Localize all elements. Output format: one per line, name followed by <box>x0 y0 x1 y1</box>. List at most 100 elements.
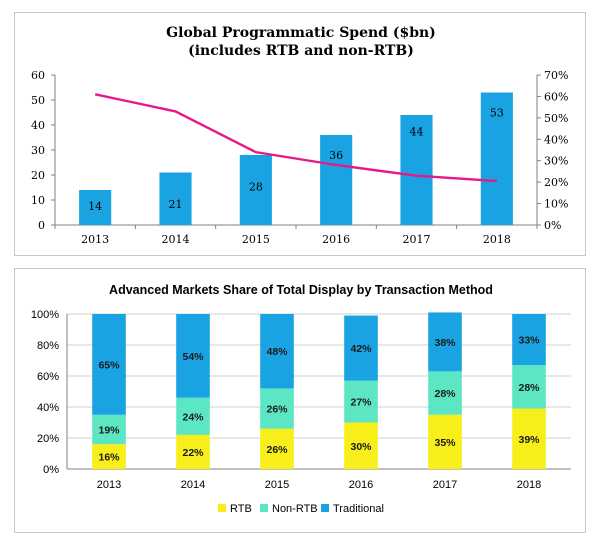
chart1-data-label: 53 <box>490 106 504 119</box>
chart2-data-label: 35% <box>434 437 456 449</box>
chart2-legend-label: Non-RTB <box>272 503 318 515</box>
chart1-bars <box>79 92 513 225</box>
chart2-data-label: 28% <box>518 382 540 394</box>
transaction-method-share-chart: Advanced Markets Share of Total Display … <box>14 268 586 533</box>
chart2-bar-segment <box>176 397 210 435</box>
chart1-right-tick-label: 50% <box>544 112 568 125</box>
chart2-bar-segment <box>344 422 378 469</box>
chart2-data-label: 22% <box>182 447 204 459</box>
chart1-left-tick-label: 10 <box>31 194 45 207</box>
chart2-bar-segment <box>176 434 210 469</box>
chart1-right-tick-label: 40% <box>544 133 568 146</box>
chart2-y-tick-label: 40% <box>37 402 59 414</box>
chart2-data-label: 24% <box>182 411 204 423</box>
chart2-x-tick-label: 2015 <box>265 479 289 491</box>
chart1-left-tick-label: 40 <box>31 119 45 132</box>
chart1-left-tick-label: 20 <box>31 169 45 182</box>
chart2-data-label: 27% <box>350 397 372 409</box>
chart1-subtitle: (includes RTB and non-RTB) <box>188 43 414 59</box>
chart2-bar-segment <box>428 312 462 372</box>
chart2-bar-segment <box>344 380 378 423</box>
chart2-bar-segment <box>92 444 126 469</box>
programmatic-spend-chart: Global Programmatic Spend ($bn) (include… <box>14 12 586 256</box>
chart2-data-label: 54% <box>182 351 204 363</box>
chart1-left-tick-label: 50 <box>31 94 45 107</box>
chart1-data-label: 36 <box>329 149 343 162</box>
chart1-right-tick-label: 60% <box>544 90 568 103</box>
chart2-title: Advanced Markets Share of Total Display … <box>109 283 493 297</box>
chart2-data-label: 28% <box>434 388 456 400</box>
chart1-right-tick-label: 20% <box>544 176 568 189</box>
chart2-data-label: 42% <box>350 343 372 355</box>
chart1-left-tick-label: 30 <box>31 144 45 157</box>
chart1-bar <box>159 172 192 225</box>
chart2-bar-segment <box>260 428 294 469</box>
chart1-bar <box>320 135 353 225</box>
chart1-x-tick-label: 2016 <box>322 233 350 246</box>
chart1-data-label: 21 <box>169 198 183 211</box>
chart2-y-tick-label: 0% <box>43 464 59 476</box>
chart2-data-label: 38% <box>434 337 456 349</box>
chart2-bar-segment <box>344 315 378 381</box>
chart2-x-tick-label: 2017 <box>433 479 457 491</box>
chart2-data-label: 30% <box>350 441 372 453</box>
chart1-bar <box>400 115 433 225</box>
chart2-legend: RTB Non-RTB Traditional <box>218 503 384 515</box>
chart2-data-label: 33% <box>518 335 540 347</box>
programmatic-spend-svg: Global Programmatic Spend ($bn) (include… <box>31 25 568 246</box>
chart1-left-tick-label: 0 <box>38 219 45 232</box>
chart1-bar <box>79 190 112 225</box>
chart1-data-label: 14 <box>88 200 102 213</box>
chart2-bar-segment <box>512 314 546 366</box>
chart1-left-tick-label: 60 <box>31 69 45 82</box>
chart1-line-series <box>94 93 497 183</box>
chart2-bars <box>92 312 546 469</box>
chart2-labels: 16% 19% 65% 22% 24% 54% 26% 26% 48% 30% 27% 42% 35% 2… <box>98 335 540 464</box>
transaction-method-svg: Advanced Markets Share of Total Display … <box>31 283 571 515</box>
chart2-data-label: 65% <box>98 359 120 371</box>
chart2-bar-segment <box>260 314 294 389</box>
chart2-data-label: 48% <box>266 346 288 358</box>
chart2-legend-swatch <box>260 504 268 512</box>
chart1-title: Global Programmatic Spend ($bn) <box>166 25 436 41</box>
chart1-data-label: 28 <box>249 181 263 194</box>
chart2-x-tick-label: 2013 <box>97 479 121 491</box>
chart2-data-label: 39% <box>518 434 540 446</box>
chart2-data-label: 16% <box>98 452 120 464</box>
chart1-right-tick-label: 70% <box>544 69 568 82</box>
chart1-x-tick-label: 2015 <box>242 233 270 246</box>
chart2-x-tick-label: 2014 <box>181 479 205 491</box>
chart2-bar-segment <box>512 408 546 469</box>
chart2-bar-segment <box>260 388 294 429</box>
chart2-y-tick-label: 80% <box>37 340 59 352</box>
chart2-legend-label: RTB <box>230 503 252 515</box>
chart2-legend-label: Traditional <box>333 503 384 515</box>
chart2-data-label: 26% <box>266 404 288 416</box>
chart1-data-label: 44 <box>410 126 424 139</box>
chart2-bar-segment <box>176 314 210 398</box>
chart2-x-tick-label: 2018 <box>517 479 541 491</box>
chart2-y-tick-label: 20% <box>37 433 59 445</box>
chart1-x-tick-label: 2013 <box>81 233 109 246</box>
chart2-y-tick-label: 100% <box>31 309 59 321</box>
chart1-right-tick-label: 0% <box>544 219 561 232</box>
chart1-x-tick-label: 2014 <box>162 233 190 246</box>
chart2-gridlines: 0% 20% 40% 60% 80% 100% 2013 2014 2015 2016 2017 20… <box>31 309 571 491</box>
chart2-bar-segment <box>512 365 546 409</box>
chart2-bar-segment <box>92 414 126 445</box>
chart1-x-tick-label: 2018 <box>483 233 511 246</box>
chart2-legend-swatch <box>218 504 226 512</box>
chart2-data-label: 19% <box>98 424 120 436</box>
chart1-bar <box>239 155 272 225</box>
chart2-bar-segment <box>428 371 462 415</box>
chart1-bar <box>480 92 513 225</box>
chart2-bar-segment <box>92 314 126 415</box>
chart1-axes: 0 10 20 30 40 50 60 0% 10% 20% 30% 40% 50% 60% 70% 2013… <box>31 69 568 246</box>
chart1-labels: 14 21 28 36 44 53 <box>88 106 504 212</box>
chart2-legend-swatch <box>321 504 329 512</box>
chart2-data-label: 26% <box>266 444 288 456</box>
chart1-right-tick-label: 10% <box>544 198 568 211</box>
chart2-x-tick-label: 2016 <box>349 479 373 491</box>
chart2-bar-segment <box>428 414 462 469</box>
chart2-y-tick-label: 60% <box>37 371 59 383</box>
